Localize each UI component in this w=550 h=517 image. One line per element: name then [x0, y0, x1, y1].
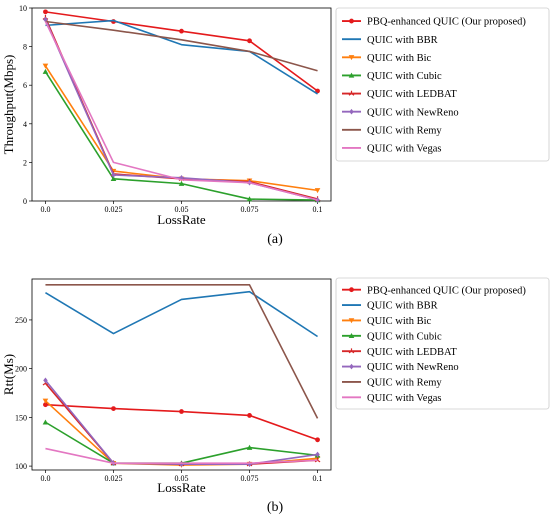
legend-entry: QUIC with Cubic: [367, 331, 442, 342]
data-point: [247, 413, 252, 418]
data-point: [42, 398, 49, 404]
data-point: [247, 38, 252, 44]
legend-marker: [348, 90, 355, 96]
legend-entry: QUIC with BBR: [367, 35, 438, 46]
series-line-3: [44, 65, 318, 192]
x-tick-label: 0.075: [241, 474, 259, 483]
series-line-6: [44, 379, 318, 465]
legend-entry: QUIC with Vegas: [367, 144, 441, 155]
data-point: [247, 461, 252, 467]
x-tick-label: 0.025: [104, 474, 122, 483]
legend: PBQ-enhanced QUIC (Our proposed) QUIC wit…: [335, 7, 550, 162]
series-line-8: [44, 21, 318, 201]
series-line-2: [45, 19, 318, 95]
rtt-chart: 0.0 0.025 0.05 0.075 0.1 100 150 200 250 LossRate…: [1, 277, 550, 515]
legend-marker: [349, 108, 354, 115]
legend-marker: [349, 363, 354, 370]
y-tick-label: 150: [15, 413, 27, 422]
data-point: [246, 444, 253, 450]
x-tick-label: 0.025: [104, 205, 122, 214]
data-point: [179, 28, 184, 34]
x-tick-label: 0.1: [313, 205, 323, 214]
legend-entry: QUIC with LEDBAT: [367, 347, 457, 358]
y-tick-label: 10: [19, 4, 27, 13]
legend-entry: QUIC with Bic: [367, 316, 432, 327]
y-axis-label: Throughput(Mbps): [1, 55, 16, 155]
series-line-5: [44, 382, 318, 465]
data-point: [42, 419, 49, 425]
x-tick-label: 0.075: [241, 205, 259, 214]
legend: PBQ-enhanced QUIC (Our proposed) QUIC wit…: [335, 277, 550, 410]
y-tick-label: 6: [23, 81, 27, 90]
legend-marker: [349, 287, 354, 293]
x-tick-label: 0.1: [313, 474, 323, 483]
x-tick-label: 0.0: [40, 205, 50, 214]
data-point: [179, 409, 184, 414]
legend-entry: PBQ-enhanced QUIC (Our proposed): [367, 17, 526, 28]
throughput-chart: 0.0 0.025 0.05 0.075 0.1 0 2 4 6 8 10 LossRate Throu…: [1, 4, 550, 247]
series-line-1: [45, 11, 319, 92]
data-point: [110, 176, 117, 182]
legend-entry: QUIC with Bic: [367, 53, 432, 64]
data-point: [314, 188, 321, 194]
legend-entry: QUIC with Vegas: [367, 393, 441, 404]
legend-entry: PBQ-enhanced QUIC (Our proposed): [367, 285, 526, 296]
data-point: [315, 437, 320, 443]
series-line-2: [45, 290, 318, 338]
data-point: [43, 9, 48, 15]
y-tick-label: 0: [23, 197, 27, 206]
data-point: [111, 172, 116, 178]
x-tick-label: 0.05: [175, 474, 189, 483]
y-tick-label: 200: [15, 365, 27, 374]
y-tick-label: 4: [23, 120, 27, 129]
panel-label: (a): [267, 232, 283, 247]
data-point: [111, 406, 116, 412]
legend-entry: QUIC with Remy: [367, 378, 442, 389]
data-point: [43, 402, 48, 408]
data-point: [43, 377, 48, 384]
y-tick-label: 100: [15, 462, 27, 471]
legend-marker: [348, 55, 355, 61]
legend-box: [335, 7, 550, 162]
series-line-7: [45, 20, 318, 72]
data-point: [315, 88, 320, 94]
y-tick-label: 2: [23, 158, 27, 167]
x-tick-label: 0.05: [175, 205, 189, 214]
plot-frame: [31, 7, 332, 202]
legend-entry: QUIC with Remy: [367, 125, 442, 136]
legend-entry: QUIC with BBR: [367, 301, 438, 312]
y-axis-label: Rtt(Ms): [1, 354, 16, 395]
legend-marker: [348, 348, 355, 354]
legend-entry: QUIC with LEDBAT: [367, 89, 457, 100]
legend-entry: QUIC with NewReno: [367, 107, 459, 118]
legend-entry: QUIC with Cubic: [367, 71, 442, 82]
panel-label: (b): [267, 500, 284, 515]
series-line-7: [45, 284, 319, 419]
data-point: [42, 63, 49, 69]
legend-box: [335, 277, 550, 410]
data-point: [315, 451, 320, 458]
data-point: [179, 461, 184, 467]
series-line-8: [45, 447, 318, 464]
y-tick-label: 8: [23, 43, 27, 52]
legend-marker: [348, 333, 355, 339]
legend-marker: [348, 72, 355, 78]
legend-marker: [349, 18, 354, 24]
data-point: [42, 68, 49, 74]
legend-marker: [348, 318, 355, 324]
data-point: [246, 196, 253, 202]
y-tick-label: 250: [15, 316, 27, 325]
x-axis-label: LossRate: [157, 212, 206, 227]
x-axis-label: LossRate: [157, 480, 206, 495]
legend-entry: QUIC with NewReno: [367, 362, 459, 373]
x-tick-label: 0.0: [40, 474, 50, 483]
data-point: [178, 180, 185, 186]
